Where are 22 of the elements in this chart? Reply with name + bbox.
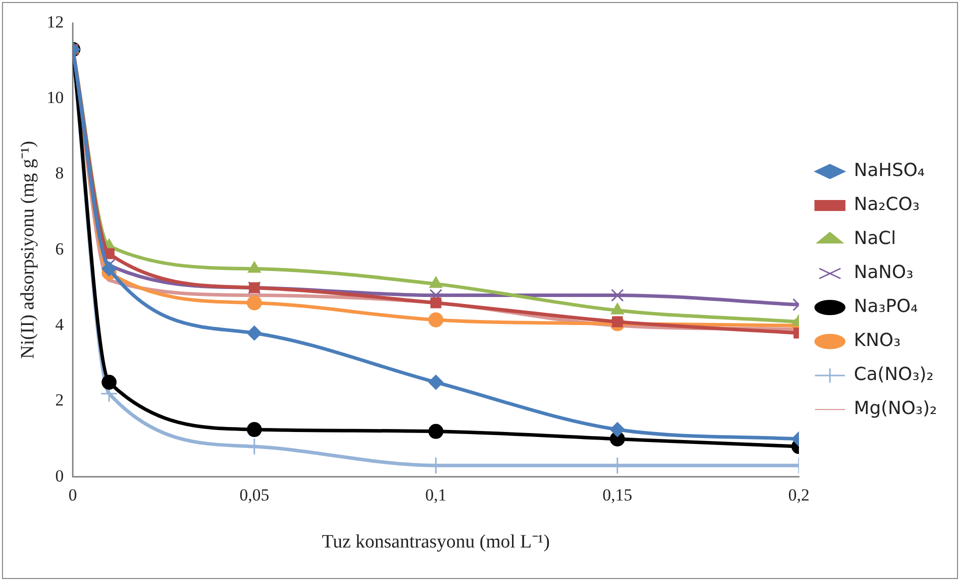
x-axis-title: Tuz konsantrasyonu (mol L⁻¹) [322,532,550,553]
y-axis-title: Ni(II) adsorpsiyonu (mg g⁻¹) [17,140,38,359]
legend-label: Na₂CO₃ [854,194,920,216]
y-tick-label: 6 [55,239,64,258]
y-tick-label: 10 [46,88,64,108]
legend-label: Ca(NO₃)₂ [854,364,934,386]
x-tick-label: 0,1 [425,485,446,504]
y-tick-label: 12 [46,12,64,32]
y-tick-label: 0 [55,466,64,486]
legend-label: NaHSO₄ [854,160,925,182]
legend-label: NaNO₃ [854,262,914,284]
legend-label: Mg(NO₃)₂ [854,398,938,420]
legend-label: Na₃PO₄ [854,296,918,318]
y-tick-label: 4 [55,315,64,334]
x-tick-label: 0,2 [788,485,810,504]
legend-label: NaCl [854,228,896,250]
x-tick-label: 0,05 [239,485,270,504]
x-tick-label: 0,15 [602,485,632,504]
x-tick-label: 0 [68,485,78,504]
y-tick-label: 8 [55,164,64,183]
y-tick-label: 2 [55,390,64,410]
legend-label: KNO₃ [854,330,901,352]
